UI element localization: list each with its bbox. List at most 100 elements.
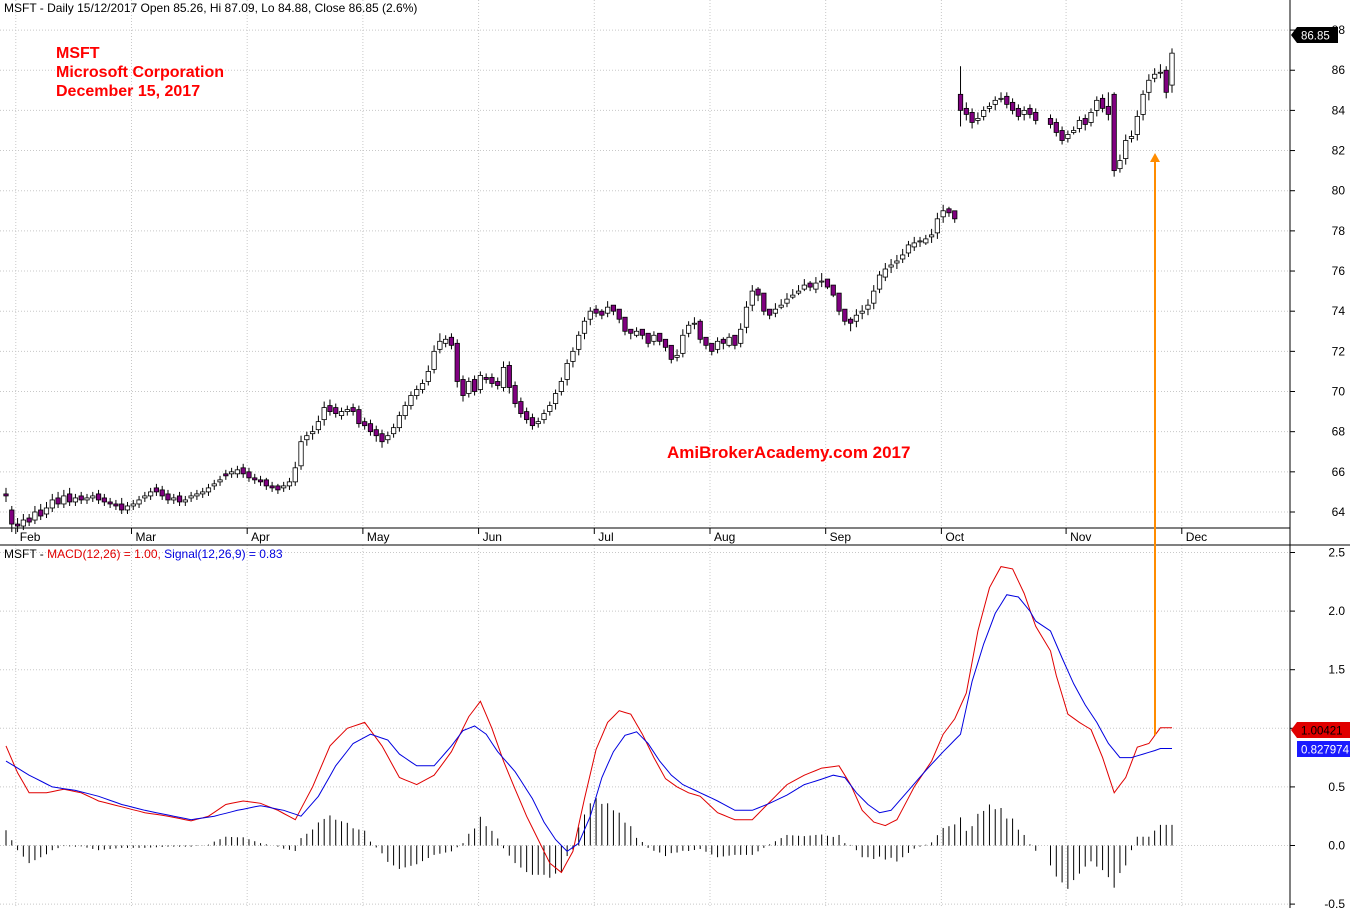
candle-body	[778, 304, 784, 308]
candle-body	[871, 290, 877, 304]
candle	[298, 435, 304, 470]
macd-value-marker: 1.00421	[1291, 722, 1350, 738]
candle	[1111, 92, 1117, 177]
candle-body	[113, 503, 119, 507]
candle-body	[888, 264, 894, 268]
candle-body	[1053, 122, 1059, 133]
candle	[1015, 104, 1021, 121]
x-tick-label: Oct	[945, 530, 964, 544]
candle-body	[703, 336, 709, 346]
candle-body	[524, 411, 530, 421]
price-y-tick-label: 80	[1332, 184, 1346, 198]
candle-body	[448, 336, 455, 346]
macd-value-label: 1.00421	[1301, 726, 1343, 738]
candle-body	[691, 322, 698, 325]
candle	[136, 495, 142, 508]
candle	[200, 487, 206, 498]
candle	[55, 491, 61, 508]
candle-body	[223, 473, 229, 477]
candle	[414, 385, 420, 400]
candle	[848, 317, 854, 332]
price-y-tick-label: 76	[1332, 264, 1346, 278]
candle	[205, 483, 212, 496]
candle	[61, 489, 67, 508]
candle	[703, 336, 709, 350]
candle	[229, 467, 235, 478]
candle	[668, 344, 674, 364]
candle-body	[483, 377, 489, 380]
candle-body	[859, 310, 865, 314]
candle	[888, 258, 894, 274]
candle-body	[755, 288, 761, 296]
candle-body	[1157, 71, 1164, 74]
candle	[645, 332, 651, 348]
candle	[130, 499, 136, 510]
candle	[628, 328, 634, 340]
candle-body	[633, 330, 640, 336]
candle-body	[182, 499, 188, 503]
x-axis-months: Feb Mar Apr May Jun Jul Aug Sep Oct Nov Dec	[15, 528, 1207, 544]
candle-body	[709, 342, 715, 352]
candle	[552, 389, 559, 410]
candle-body	[234, 469, 240, 475]
candle	[524, 407, 530, 424]
candle-body	[1059, 130, 1065, 141]
candle-body	[628, 328, 634, 334]
candle-body	[333, 407, 339, 414]
candle-body	[9, 509, 15, 525]
candle	[1157, 64, 1164, 79]
candle-body	[587, 310, 593, 320]
price-y-tick-label: 84	[1332, 103, 1346, 117]
candle	[616, 308, 622, 324]
candle	[610, 304, 617, 316]
candle	[876, 271, 883, 294]
candle-body	[205, 487, 212, 493]
candle	[639, 328, 645, 340]
candle-body	[67, 493, 73, 503]
candle-body	[148, 491, 154, 497]
candle	[49, 493, 55, 512]
candle	[714, 337, 721, 354]
candle	[281, 481, 287, 492]
candle	[165, 489, 171, 504]
candle	[605, 301, 611, 318]
candle-body	[865, 304, 871, 310]
candle	[362, 417, 368, 430]
candle-body	[963, 107, 969, 115]
candle	[367, 419, 374, 436]
candle-body	[790, 294, 796, 298]
candle	[310, 425, 316, 440]
candle-body	[338, 411, 345, 417]
candle	[425, 365, 431, 386]
candle-body	[1027, 107, 1033, 115]
candle-body	[518, 401, 524, 415]
candle	[171, 493, 177, 504]
candle	[657, 332, 663, 346]
candle-body	[379, 433, 385, 443]
candle	[431, 345, 437, 374]
candle	[1088, 108, 1094, 127]
candle	[940, 204, 946, 223]
candle-body	[408, 395, 414, 406]
candle	[952, 210, 958, 223]
candle-body	[246, 471, 252, 479]
candle	[304, 431, 310, 446]
candle-body	[373, 429, 379, 437]
candle	[148, 487, 154, 500]
candle-body	[564, 362, 570, 380]
candle	[975, 112, 981, 125]
candle-body	[853, 314, 859, 322]
candle-body	[876, 274, 883, 290]
candle-body	[824, 278, 831, 288]
candle-body	[1169, 52, 1175, 86]
candle	[686, 321, 692, 338]
candle	[246, 467, 252, 482]
macd-y-tick-label: 2.5	[1328, 546, 1345, 560]
candle-body	[38, 509, 44, 517]
candle	[541, 409, 547, 424]
candle	[1163, 66, 1169, 99]
candle-body	[570, 350, 576, 362]
candle	[373, 425, 379, 442]
candle	[651, 331, 657, 346]
candle-body	[934, 218, 940, 234]
